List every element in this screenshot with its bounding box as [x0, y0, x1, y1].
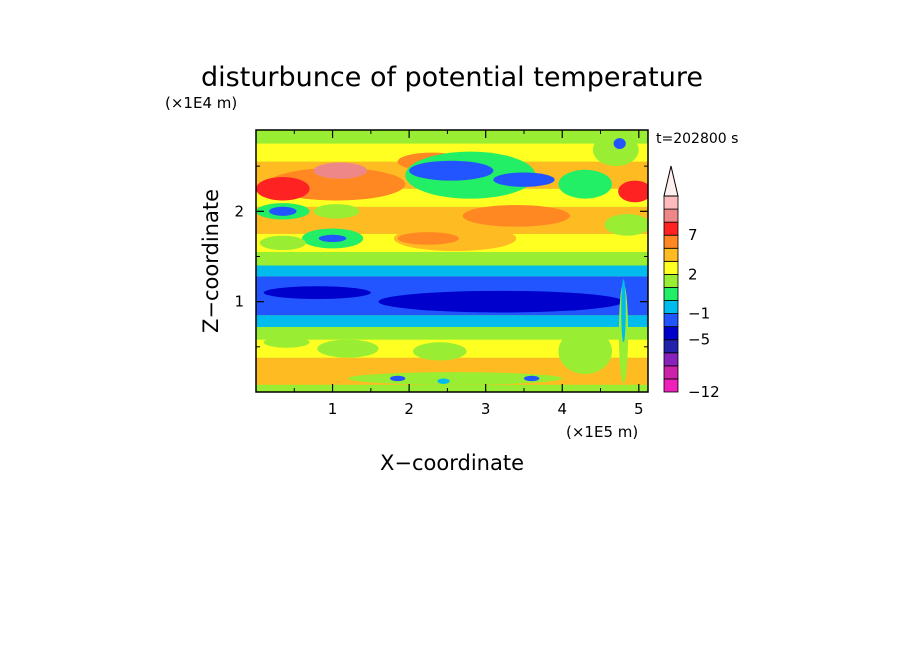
field-feature — [259, 235, 306, 251]
colorbar-cell — [663, 273, 679, 288]
field-feature — [269, 206, 297, 216]
colorbar-cell — [663, 247, 679, 262]
colorbar-cell — [663, 339, 679, 354]
field-feature — [317, 339, 379, 358]
x-tick-label: 3 — [481, 400, 491, 418]
field-band — [256, 326, 648, 340]
field-feature — [437, 378, 450, 384]
colorbar-cell — [663, 287, 679, 301]
field-feature — [462, 204, 570, 227]
field-feature — [523, 375, 540, 382]
field-feature — [313, 162, 368, 179]
field-feature — [618, 180, 648, 203]
x-tick-label: 5 — [634, 400, 644, 418]
x-unit-label: (×1E5 m) — [566, 423, 638, 441]
field-feature — [256, 176, 310, 201]
colorbar-cell — [663, 326, 679, 341]
colorbar-tick-label: 2 — [688, 265, 698, 283]
field-features — [256, 130, 648, 385]
field-feature — [621, 279, 626, 343]
colorbar-tick-label: −5 — [688, 331, 710, 349]
y-unit-label: (×1E4 m) — [165, 94, 237, 112]
field-feature — [378, 290, 624, 313]
field-feature — [318, 234, 347, 243]
colorbar-tick-label: 7 — [688, 226, 698, 244]
y-axis-label: Z−coordinate — [199, 189, 223, 333]
field-feature — [592, 133, 639, 167]
colorbar-cell — [663, 260, 679, 275]
field-band — [256, 265, 648, 277]
field-band — [256, 384, 648, 392]
x-axis-label: X−coordinate — [380, 451, 524, 475]
field-feature — [263, 336, 310, 348]
y-tick-label: 2 — [234, 202, 244, 220]
x-tick-label: 2 — [404, 400, 414, 418]
colorbar: 7 2 −1 −5 −12 — [663, 165, 720, 401]
field-feature — [389, 375, 406, 382]
field-band — [256, 143, 648, 162]
colorbar-cell — [663, 208, 679, 223]
field-feature — [347, 372, 563, 385]
field-band — [256, 315, 648, 327]
plot-frame — [255, 129, 649, 393]
colorbar-cell — [663, 365, 679, 380]
colorbar-cell — [663, 300, 679, 314]
colorbar-top-arrow — [663, 165, 679, 197]
colorbar-cell — [663, 234, 679, 249]
field-feature — [613, 138, 626, 149]
colorbar-cell — [663, 378, 679, 393]
field-feature — [428, 130, 513, 140]
field-feature — [604, 214, 648, 236]
field-feature — [263, 286, 371, 299]
field-feature — [282, 130, 368, 138]
y-tick-label: 1 — [234, 293, 244, 311]
heatmap-field — [256, 130, 648, 392]
axis-ticks: 1 2 3 4 5 1 2 — [234, 130, 648, 418]
field-feature — [313, 204, 360, 219]
field-band — [256, 251, 648, 266]
field-feature — [412, 342, 467, 361]
field-feature — [397, 232, 459, 245]
x-tick-label: 1 — [328, 400, 338, 418]
colorbar-cell — [663, 313, 679, 328]
colorbar-cell — [663, 221, 679, 236]
colorbar-cell — [663, 195, 679, 210]
field-feature — [558, 328, 613, 374]
field-feature — [558, 169, 613, 199]
colorbar-tick-label: −12 — [688, 383, 720, 401]
field-feature — [409, 160, 494, 181]
field-feature — [493, 172, 555, 187]
colorbar-tick-label: −1 — [688, 305, 710, 323]
time-label: t=202800 s — [656, 131, 738, 147]
colorbar-cell — [663, 352, 679, 367]
x-tick-label: 4 — [557, 400, 567, 418]
chart-title: disturbunce of potential temperature — [201, 62, 703, 93]
